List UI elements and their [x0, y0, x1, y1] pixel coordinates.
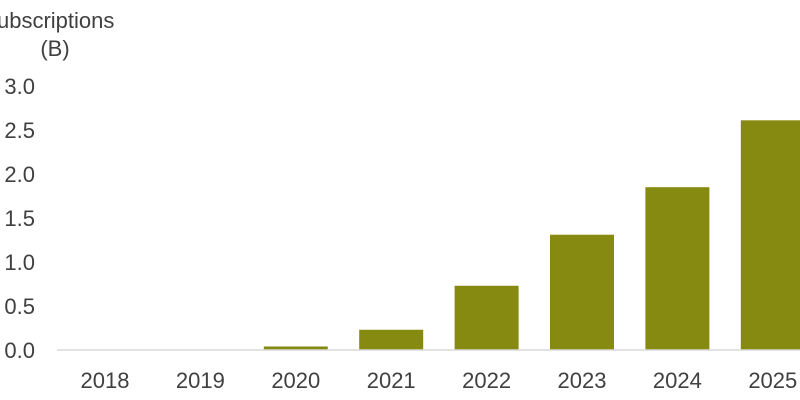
x-tick-label: 2019 — [176, 368, 225, 393]
y-tick-label: 0.0 — [4, 338, 35, 363]
bar-2020 — [263, 346, 328, 350]
y-tick-label: 0.5 — [4, 294, 35, 319]
x-axis-ticks: 2018 2019 2020 2021 2022 2023 2024 2025 — [81, 368, 798, 393]
bar-2025 — [740, 120, 800, 350]
x-tick-label: 2021 — [367, 368, 416, 393]
x-tick-label: 2020 — [271, 368, 320, 393]
bar-2021 — [359, 329, 424, 350]
bar-2023 — [550, 234, 614, 350]
bars — [263, 120, 800, 350]
y-tick-label: 3.0 — [4, 74, 35, 99]
x-tick-label: 2025 — [748, 368, 797, 393]
bar-2024 — [645, 187, 710, 350]
y-axis-label-line-2: (B) — [40, 36, 69, 61]
y-tick-label: 2.5 — [4, 118, 35, 143]
y-tick-label: 1.0 — [4, 250, 35, 275]
y-tick-label: 1.5 — [4, 206, 35, 231]
bar-2022 — [454, 285, 519, 350]
y-tick-label: 2.0 — [4, 162, 35, 187]
x-tick-label: 2023 — [558, 368, 607, 393]
x-tick-label: 2022 — [462, 368, 511, 393]
x-tick-label: 2024 — [653, 368, 702, 393]
y-axis-label-line-1: ubscriptions — [0, 8, 114, 33]
x-tick-label: 2018 — [81, 368, 130, 393]
y-axis-ticks: 0.0 0.5 1.0 1.5 2.0 2.5 3.0 — [4, 74, 35, 363]
